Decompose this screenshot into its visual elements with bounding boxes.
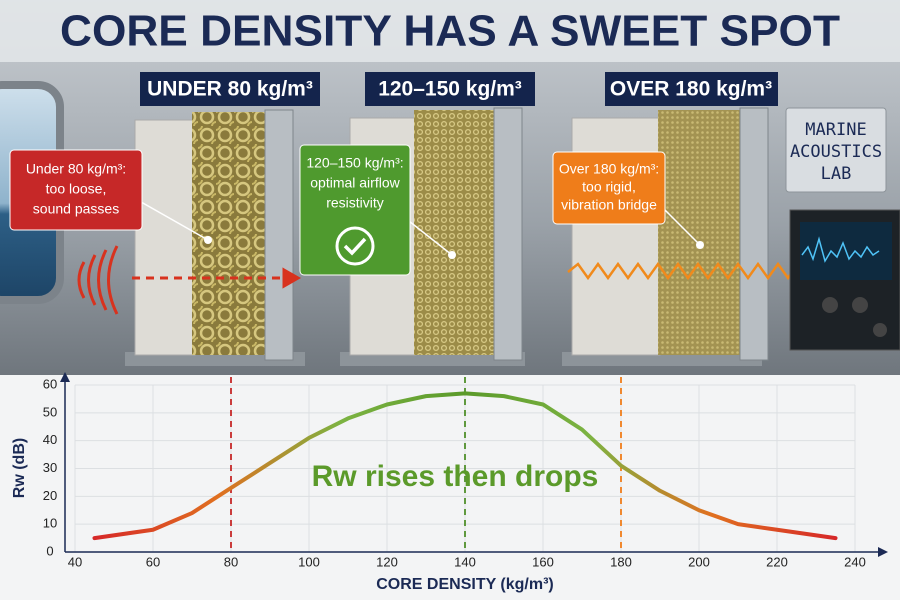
y-tick-label: 20	[43, 488, 57, 503]
x-tick-label: 80	[224, 554, 238, 569]
callout-line: optimal airflow	[310, 175, 400, 191]
y-tick-label: 30	[43, 460, 57, 475]
panel-headers: UNDER 80 kg/m³ 120–150 kg/m³ OVER 180 kg…	[140, 72, 778, 106]
x-tick-label: 220	[766, 554, 788, 569]
panel-3	[562, 107, 769, 366]
x-axis-label: CORE DENSITY (kg/m³)	[376, 576, 554, 593]
monitor	[789, 209, 900, 351]
x-tick-label: 120	[376, 554, 398, 569]
sound-waves	[77, 245, 302, 315]
callout-box	[552, 151, 666, 225]
x-tick-label: 200	[688, 554, 710, 569]
callout-line: Under 80 kg/m³:	[26, 161, 126, 177]
x-axis-arrow	[878, 547, 888, 557]
callout-line: 120–150 kg/m³:	[306, 155, 403, 171]
y-axis-arrow	[60, 372, 70, 382]
callout-line: vibration bridge	[561, 197, 657, 213]
curve	[92, 391, 838, 541]
y-tick-label: 0	[46, 543, 53, 558]
x-tick-label: 240	[844, 554, 866, 569]
x-tick-label: 40	[68, 554, 82, 569]
panel-1	[125, 109, 305, 366]
callouts: Under 80 kg/m³: too loose, sound passes …	[9, 144, 704, 276]
annotation: Rw rises then drops	[312, 460, 599, 493]
x-tick-label: 160	[532, 554, 554, 569]
y-tick-label: 40	[43, 432, 57, 447]
callout-box	[299, 144, 411, 276]
panel-label: OVER 180 kg/m³	[610, 78, 772, 101]
x-tick-label: 140	[454, 554, 476, 569]
check-icon	[335, 226, 375, 266]
title-band	[0, 0, 900, 62]
sign: MARINE ACOUSTICS LAB	[785, 107, 887, 193]
chart: Rw (dB) CORE DENSITY (kg/m³) 0 10 20 30 40 50…	[0, 372, 900, 600]
sign-line: MARINE	[805, 120, 866, 140]
x-tick-label: 180	[610, 554, 632, 569]
y-tick-label: 50	[43, 404, 57, 419]
y-axis-label: Rw (dB)	[11, 438, 28, 498]
callout-box	[9, 149, 143, 231]
x-tick-label: 60	[146, 554, 160, 569]
callout-line: Over 180 kg/m³:	[559, 161, 659, 177]
callout-line: resistivity	[326, 195, 384, 211]
header-box	[140, 72, 320, 106]
callout-line: too rigid,	[582, 179, 636, 195]
header-box	[365, 72, 535, 106]
panel-label: UNDER 80 kg/m³	[147, 78, 313, 101]
y-tick-label: 60	[43, 376, 57, 391]
sign-line: LAB	[821, 164, 852, 184]
check-icon	[343, 237, 367, 256]
header-box	[605, 72, 778, 106]
sign-line: ACOUSTICS	[790, 142, 882, 162]
callout-line: too loose,	[46, 181, 107, 197]
panel-label: 120–150 kg/m³	[378, 78, 522, 101]
callout-line: sound passes	[33, 201, 119, 217]
y-tick-label: 10	[43, 516, 57, 531]
x-tick-label: 100	[298, 554, 320, 569]
title: CORE DENSITY HAS A SWEET SPOT	[60, 7, 840, 56]
